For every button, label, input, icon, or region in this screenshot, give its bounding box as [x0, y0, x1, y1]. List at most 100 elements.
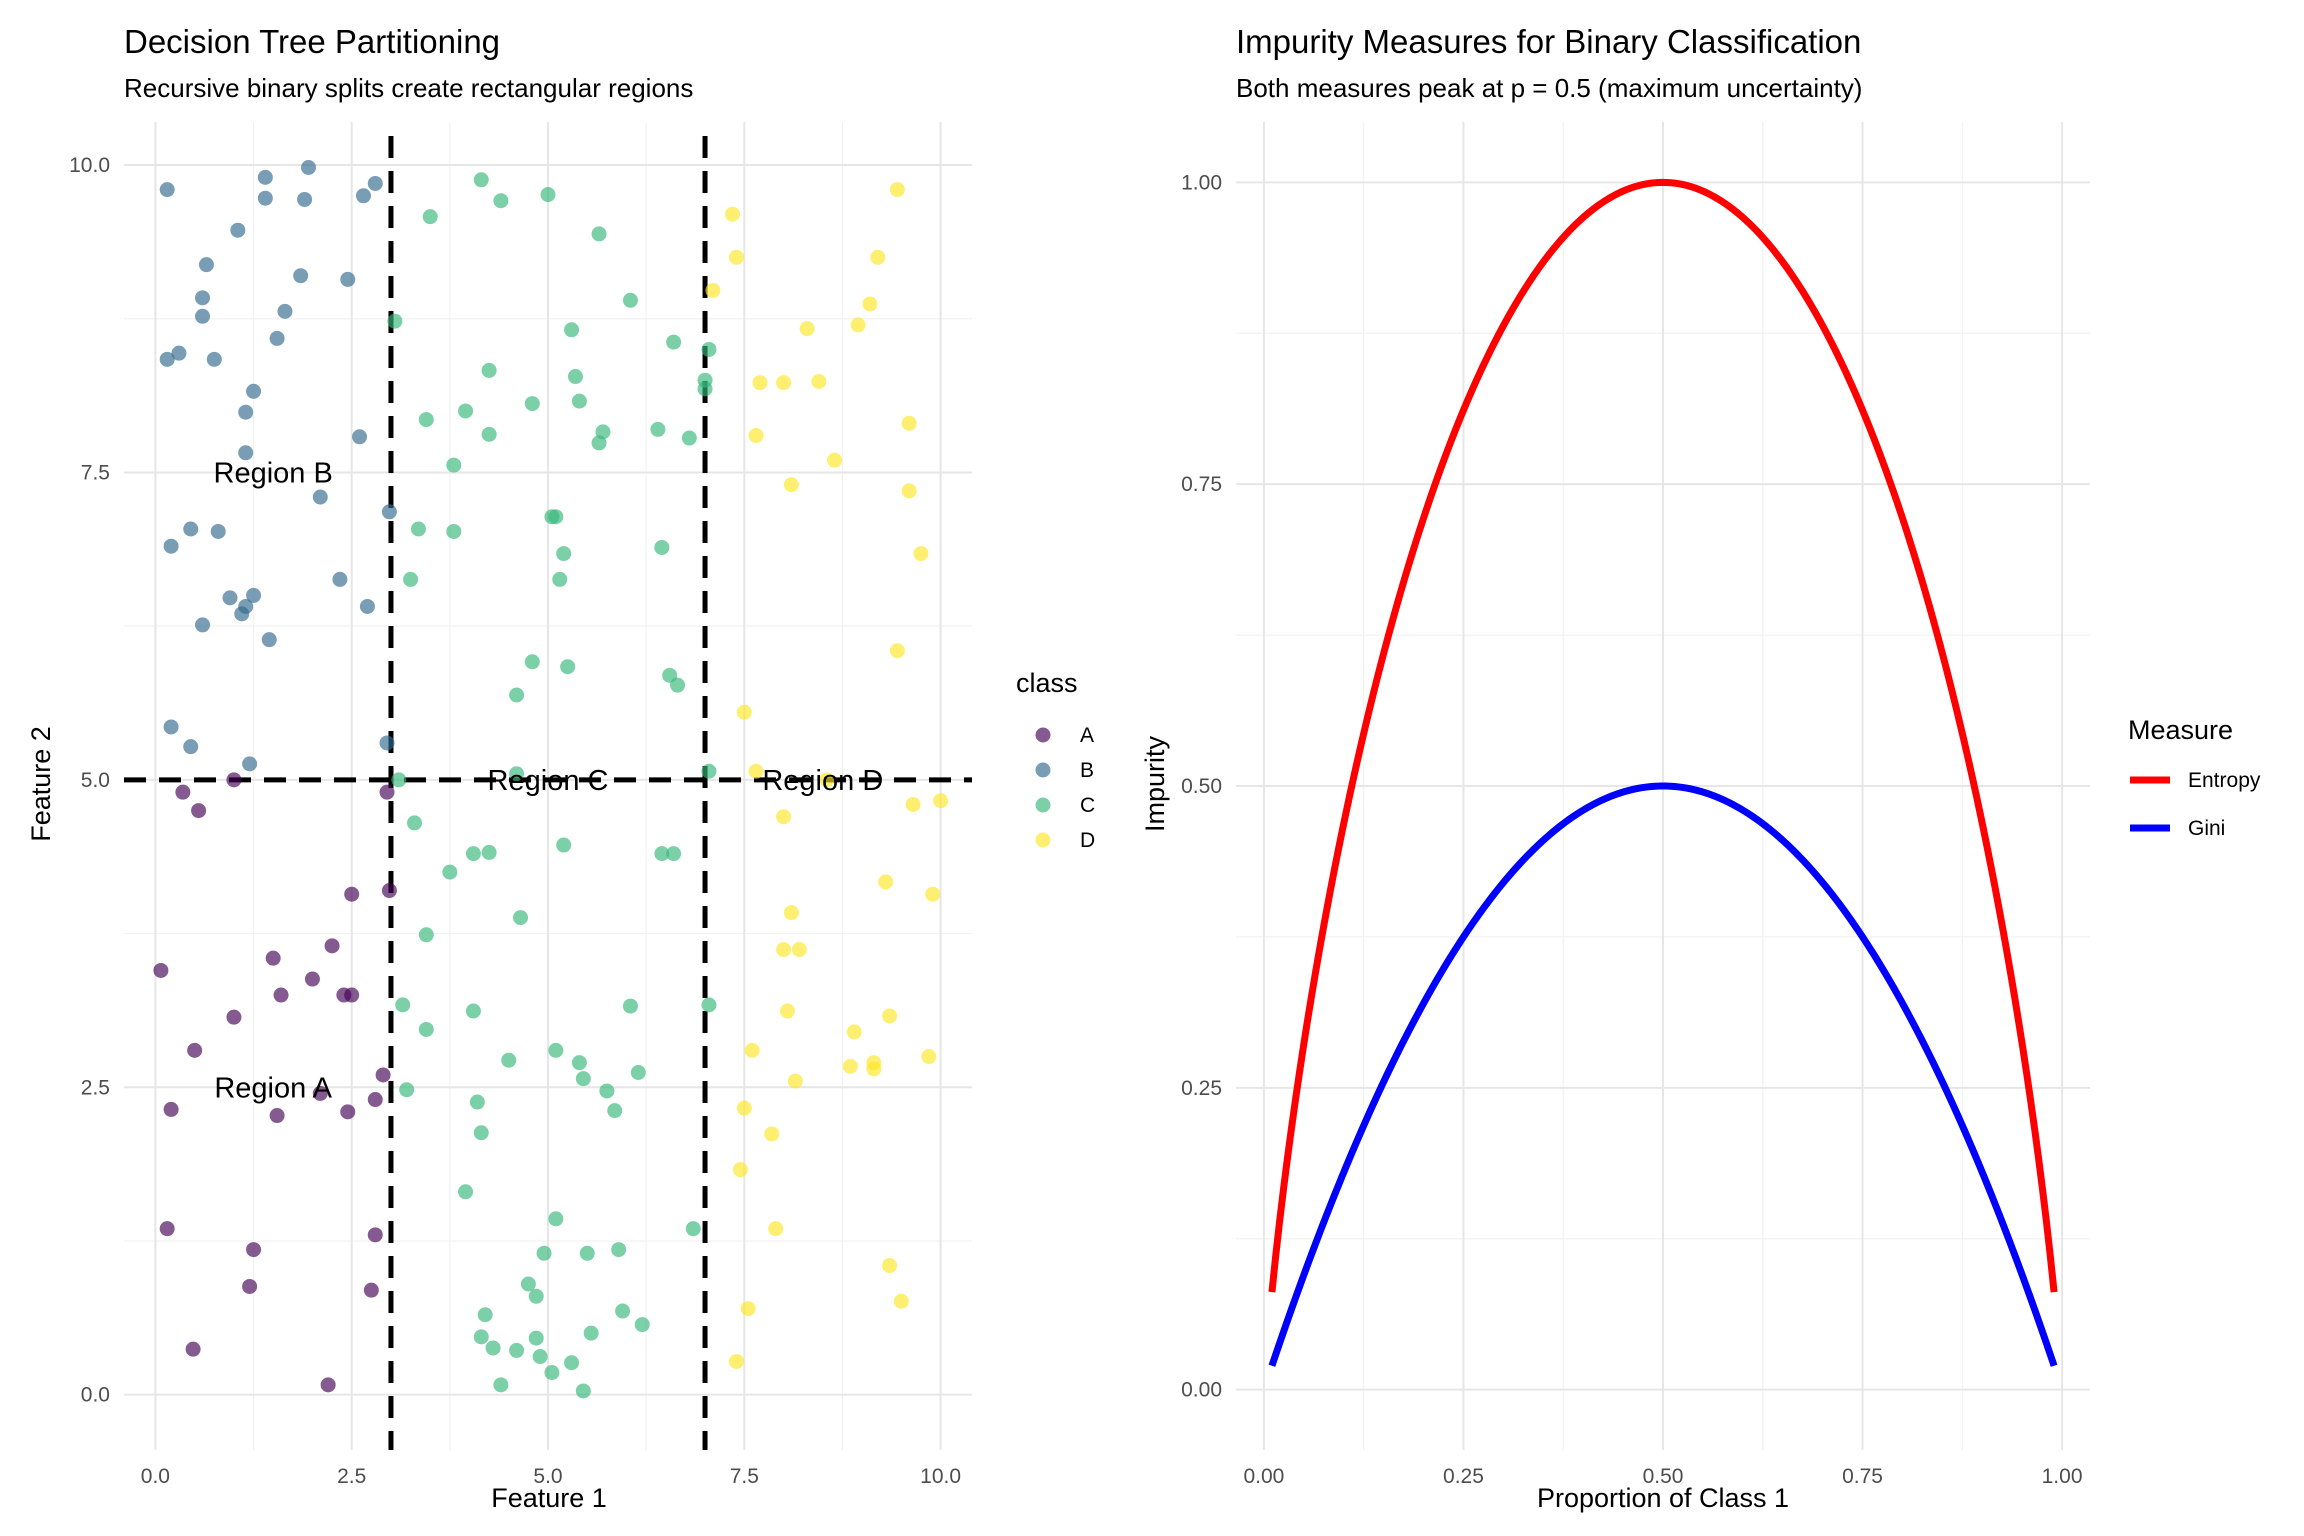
point-class-d	[776, 942, 792, 958]
point-class-d	[846, 1024, 862, 1040]
y-tick-label: 0.00	[1181, 1379, 1222, 1402]
point-class-d	[862, 296, 878, 312]
x-tick-label: 0.0	[141, 1465, 170, 1488]
point-class-a	[344, 987, 360, 1003]
point-class-b	[222, 590, 238, 606]
point-class-d	[921, 1049, 937, 1065]
point-class-c	[509, 766, 525, 782]
point-class-b	[238, 445, 254, 461]
point-class-b	[257, 169, 273, 185]
point-class-c	[485, 1340, 501, 1356]
point-class-d	[740, 1301, 756, 1317]
point-class-d	[787, 1073, 803, 1089]
left-tick-labels: 0.0 0.0 2.5 2.5 5.0 5.0 7.5 7.5 10.0 10.0	[69, 154, 961, 1488]
point-class-c	[446, 523, 462, 539]
point-class-b	[183, 739, 199, 755]
point-class-c	[575, 1071, 591, 1087]
point-class-c	[701, 997, 717, 1013]
point-class-c	[540, 187, 556, 203]
point-class-b	[359, 598, 375, 614]
point-class-a	[246, 1242, 262, 1258]
point-class-c	[509, 1342, 525, 1358]
point-class-b	[163, 719, 179, 735]
point-class-a	[226, 772, 242, 788]
point-class-c	[493, 193, 509, 209]
point-class-c	[501, 1052, 517, 1068]
point-class-a	[153, 962, 169, 978]
point-class-b	[195, 308, 211, 324]
point-class-c	[509, 687, 525, 703]
right-x-axis-title: Proportion of Class 1	[1537, 1483, 1789, 1513]
point-class-c	[403, 571, 419, 587]
point-class-b	[301, 159, 317, 175]
point-class-b	[238, 404, 254, 420]
point-class-a	[363, 1282, 379, 1298]
right-chart-subtitle: Both measures peak at p = 0.5 (maximum u…	[1236, 73, 1862, 103]
legend-label-d: D	[1080, 829, 1095, 852]
point-class-d	[776, 375, 792, 391]
point-class-d	[728, 249, 744, 265]
point-class-b	[246, 587, 262, 603]
x-tick-label: 1.00	[2042, 1465, 2083, 1488]
impurity-panel: Impurity Measures for Binary Classificat…	[1140, 23, 2261, 1513]
point-class-c	[650, 421, 666, 437]
point-class-d	[783, 477, 799, 493]
point-class-c	[524, 396, 540, 412]
point-class-b	[277, 303, 293, 319]
point-class-c	[556, 546, 572, 562]
legend-key-b	[1035, 762, 1051, 778]
point-class-d	[736, 704, 752, 720]
point-class-d	[893, 1293, 909, 1309]
point-class-b	[257, 190, 273, 206]
point-class-c	[458, 403, 474, 419]
point-class-a	[185, 1341, 201, 1357]
y-tick-label: 0.25	[1181, 1077, 1222, 1100]
point-class-b	[269, 330, 285, 346]
entropy-line	[1268, 178, 2058, 1293]
point-class-b	[198, 257, 214, 273]
point-class-c	[579, 1245, 595, 1261]
point-class-c	[560, 659, 576, 675]
point-class-d	[748, 763, 764, 779]
point-class-c	[571, 1055, 587, 1071]
point-class-c	[477, 1307, 493, 1323]
gini-line	[1268, 782, 2058, 1367]
x-tick-label: 0.75	[1842, 1465, 1883, 1488]
left-chart-title: Decision Tree Partitioning	[124, 23, 500, 60]
point-class-c	[697, 381, 713, 397]
point-class-c	[630, 1065, 646, 1081]
point-class-b	[293, 268, 309, 284]
region-label: Region D	[762, 765, 883, 797]
point-class-c	[399, 1082, 415, 1098]
point-class-c	[536, 1245, 552, 1261]
point-class-c	[418, 1021, 434, 1037]
point-class-c	[391, 772, 407, 788]
point-class-c	[442, 864, 458, 880]
point-class-c	[465, 846, 481, 862]
left-y-axis-title: Feature 2	[26, 726, 56, 842]
point-class-c	[595, 424, 611, 440]
point-class-b	[171, 345, 187, 361]
point-class-a	[367, 1092, 383, 1108]
point-class-c	[387, 313, 403, 329]
legend-key-a	[1035, 727, 1051, 743]
x-tick-label: 0.00	[1243, 1465, 1284, 1488]
region-label: Region B	[214, 457, 333, 489]
point-class-c	[407, 815, 423, 831]
point-class-c	[654, 539, 670, 555]
point-class-c	[607, 1103, 623, 1119]
point-class-d	[905, 796, 921, 812]
point-class-a	[344, 886, 360, 902]
point-class-c	[556, 837, 572, 853]
point-class-c	[681, 430, 697, 446]
point-class-d	[913, 546, 929, 562]
point-class-a	[265, 950, 281, 966]
point-class-c	[481, 844, 497, 860]
point-class-d	[783, 905, 799, 921]
point-class-c	[548, 1211, 564, 1227]
point-class-d	[732, 1162, 748, 1178]
point-class-b	[163, 538, 179, 554]
point-class-d	[744, 1042, 760, 1058]
point-class-b	[206, 351, 222, 367]
point-class-a	[175, 784, 191, 800]
